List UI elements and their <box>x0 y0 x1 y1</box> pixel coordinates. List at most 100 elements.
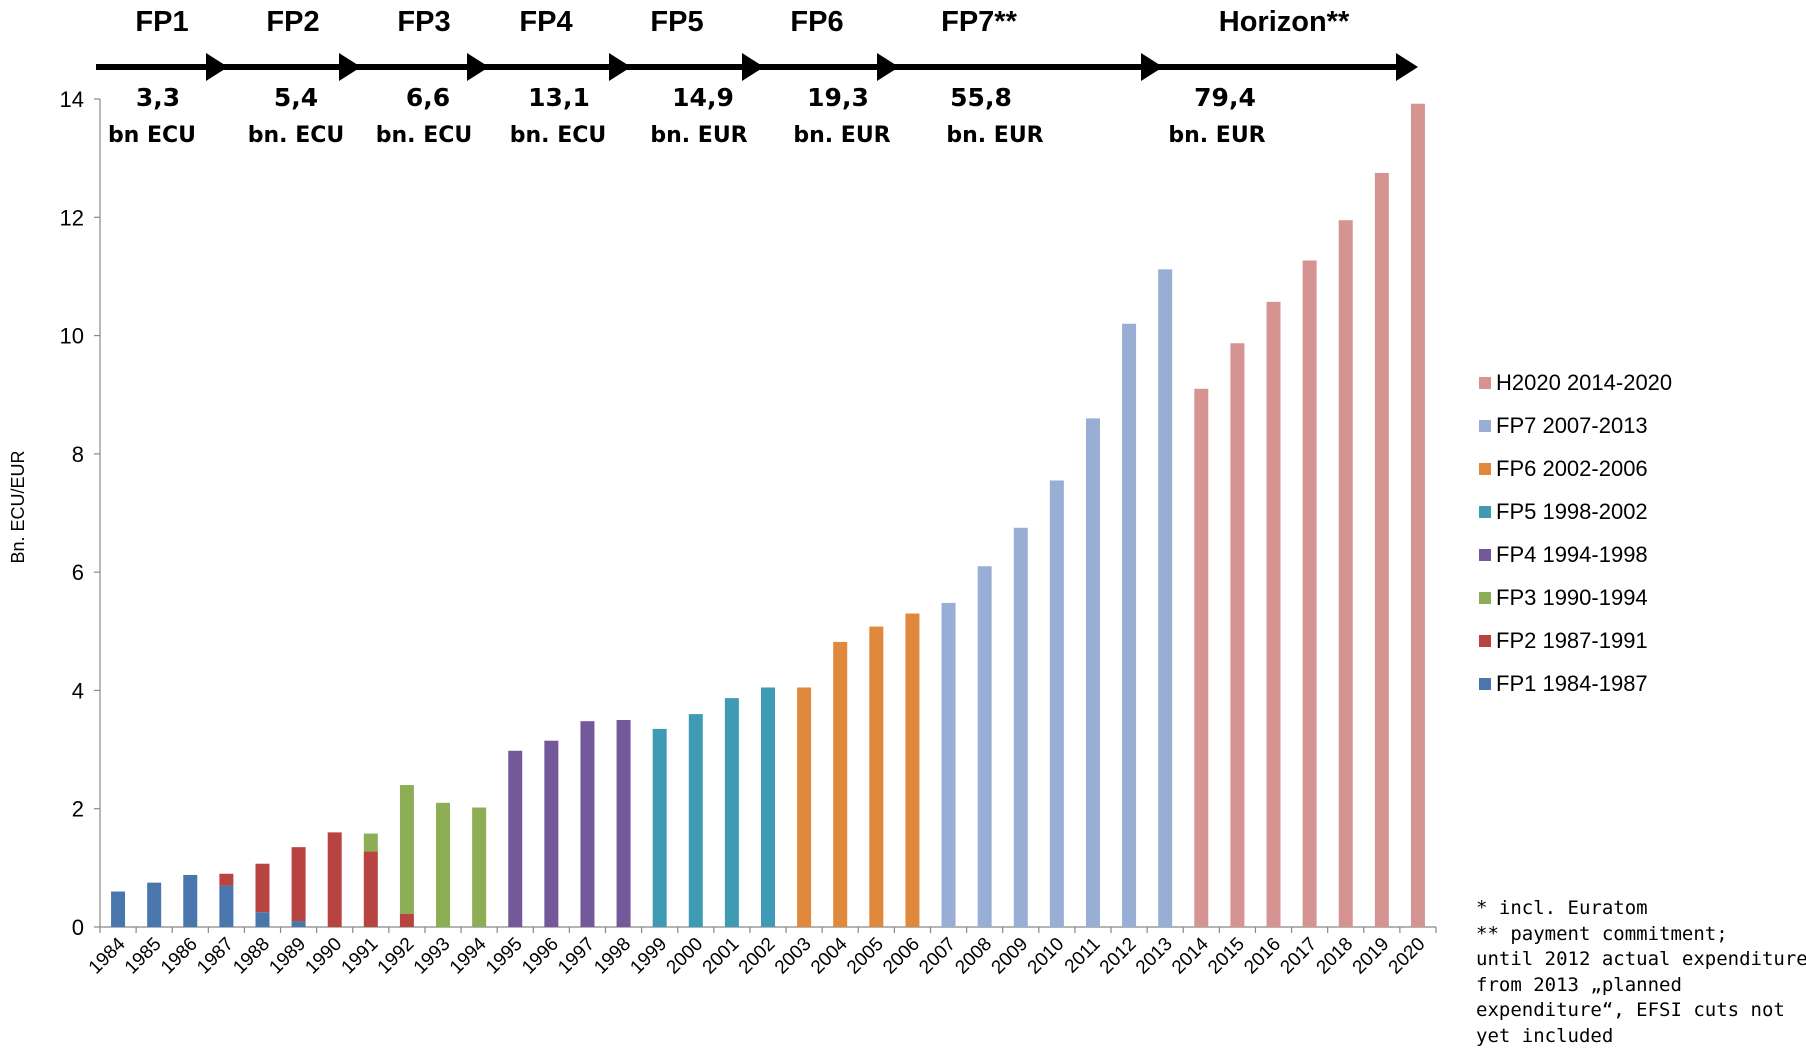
programme-budget-unit: bn. ECU <box>376 123 472 148</box>
legend-label: FP2 1987-1991 <box>1496 628 1648 653</box>
bar-segment <box>761 687 775 927</box>
programme-budget-unit: bn. ECU <box>510 123 606 148</box>
x-tick-label: 2015 <box>1204 934 1249 979</box>
footnote-euratom: * incl. Euratom <box>1476 896 1806 922</box>
x-tick-label: 2000 <box>663 934 708 979</box>
bar-segment <box>111 892 125 927</box>
programme-name: FP3 <box>397 6 450 38</box>
chart-axes: 0246810121419841985198619871988198919901… <box>60 87 1436 978</box>
x-tick-label: 1991 <box>338 934 383 979</box>
bar-segment <box>255 864 269 912</box>
y-tick-label: 2 <box>72 797 84 822</box>
y-tick-label: 4 <box>72 678 84 703</box>
x-tick-label: 2009 <box>988 934 1033 979</box>
bar-segment <box>364 851 378 927</box>
programme-budget-unit: bn. EUR <box>793 123 890 148</box>
bar-segment <box>1339 220 1353 927</box>
x-tick-label: 2016 <box>1240 934 1285 979</box>
x-tick-label: 1997 <box>554 934 599 979</box>
programme-budget: 14,9 <box>672 83 734 112</box>
bar-segment <box>1122 324 1136 927</box>
legend-label: FP1 1984-1987 <box>1496 671 1648 696</box>
y-tick-label: 10 <box>60 324 84 349</box>
x-tick-label: 2014 <box>1168 933 1213 978</box>
legend: H2020 2014-2020 FP7 2007-2013 FP6 2002-200… <box>1479 370 1672 696</box>
programme-name: FP7** <box>941 6 1017 38</box>
footnote-line: from 2013 „planned <box>1476 973 1806 999</box>
legend-label: FP7 2007-2013 <box>1496 413 1648 438</box>
x-tick-label: 2010 <box>1024 934 1069 979</box>
x-tick-label: 2004 <box>807 933 852 978</box>
legend-label: FP6 2002-2006 <box>1496 456 1648 481</box>
footnote-line: until 2012 actual expenditure, <box>1476 947 1806 973</box>
bar-segment <box>544 741 558 927</box>
y-tick-label: 14 <box>60 87 84 112</box>
bar-segment <box>1303 260 1317 927</box>
x-tick-label: 1986 <box>157 934 202 979</box>
bar-segment <box>689 714 703 927</box>
y-tick-label: 6 <box>72 560 84 585</box>
bar-segment <box>1375 173 1389 927</box>
x-tick-label: 1988 <box>229 934 274 979</box>
x-tick-label: 1999 <box>626 934 671 979</box>
bar-segment <box>1158 269 1172 927</box>
x-tick-label: 1985 <box>121 934 166 979</box>
bar-segment <box>292 921 306 927</box>
bar-segment <box>833 642 847 927</box>
legend-label: H2020 2014-2020 <box>1496 370 1672 395</box>
programme-budget-unit: bn. EUR <box>650 123 747 148</box>
programme-name: FP5 <box>650 6 703 38</box>
x-tick-label: 2001 <box>699 934 744 979</box>
x-tick-label: 2020 <box>1385 934 1430 979</box>
programme-name: FP1 <box>135 6 188 38</box>
x-tick-label: 2013 <box>1132 934 1177 979</box>
programme-name: FP4 <box>519 6 572 38</box>
legend-label: FP5 1998-2002 <box>1496 499 1648 524</box>
x-tick-label: 1992 <box>374 934 419 979</box>
legend-swatch <box>1479 506 1491 518</box>
footnote-line: yet included <box>1476 1024 1806 1049</box>
bar-segment <box>725 698 739 927</box>
bar-segment <box>147 883 161 927</box>
x-tick-label: 1994 <box>446 933 491 978</box>
bar-segment <box>328 832 342 927</box>
bar-segment <box>978 566 992 927</box>
timeline-arrowhead <box>1396 53 1418 81</box>
bars <box>111 104 1425 927</box>
programme-budget-unit: bn. EUR <box>1168 123 1265 148</box>
x-tick-label: 2011 <box>1061 934 1105 978</box>
x-tick-label: 2008 <box>951 934 996 979</box>
bar-segment <box>942 603 956 927</box>
programme-budget: 55,8 <box>950 83 1012 112</box>
y-tick-label: 0 <box>72 915 84 940</box>
legend-swatch <box>1479 592 1491 604</box>
bar-segment <box>400 914 414 927</box>
x-tick-label: 1993 <box>410 934 455 979</box>
bar-segment <box>292 847 306 921</box>
programme-budget-unit: bn ECU <box>108 123 196 148</box>
legend-swatch <box>1479 420 1491 432</box>
bar-segment <box>400 785 414 914</box>
legend-label: FP3 1990-1994 <box>1496 585 1648 610</box>
bar-segment <box>617 720 631 927</box>
bar-segment <box>255 912 269 927</box>
legend-swatch <box>1479 549 1491 561</box>
legend-swatch <box>1479 678 1491 690</box>
bar-segment <box>364 834 378 852</box>
bar-segment <box>1267 302 1281 927</box>
bar-segment <box>869 627 883 927</box>
legend-swatch <box>1479 463 1491 475</box>
bar-segment <box>219 874 233 886</box>
x-tick-label: 1989 <box>265 934 310 979</box>
x-tick-label: 2003 <box>771 934 816 979</box>
x-tick-label: 2012 <box>1096 934 1141 979</box>
programme-budget: 3,3 <box>136 83 180 112</box>
bar-segment <box>580 721 594 927</box>
legend-label: FP4 1994-1998 <box>1496 542 1648 567</box>
programme-budget: 6,6 <box>406 83 450 112</box>
bar-segment <box>1230 343 1244 927</box>
footnote: * incl. Euratom ** payment commitment; u… <box>1476 896 1806 1049</box>
bar-segment <box>1411 104 1425 927</box>
